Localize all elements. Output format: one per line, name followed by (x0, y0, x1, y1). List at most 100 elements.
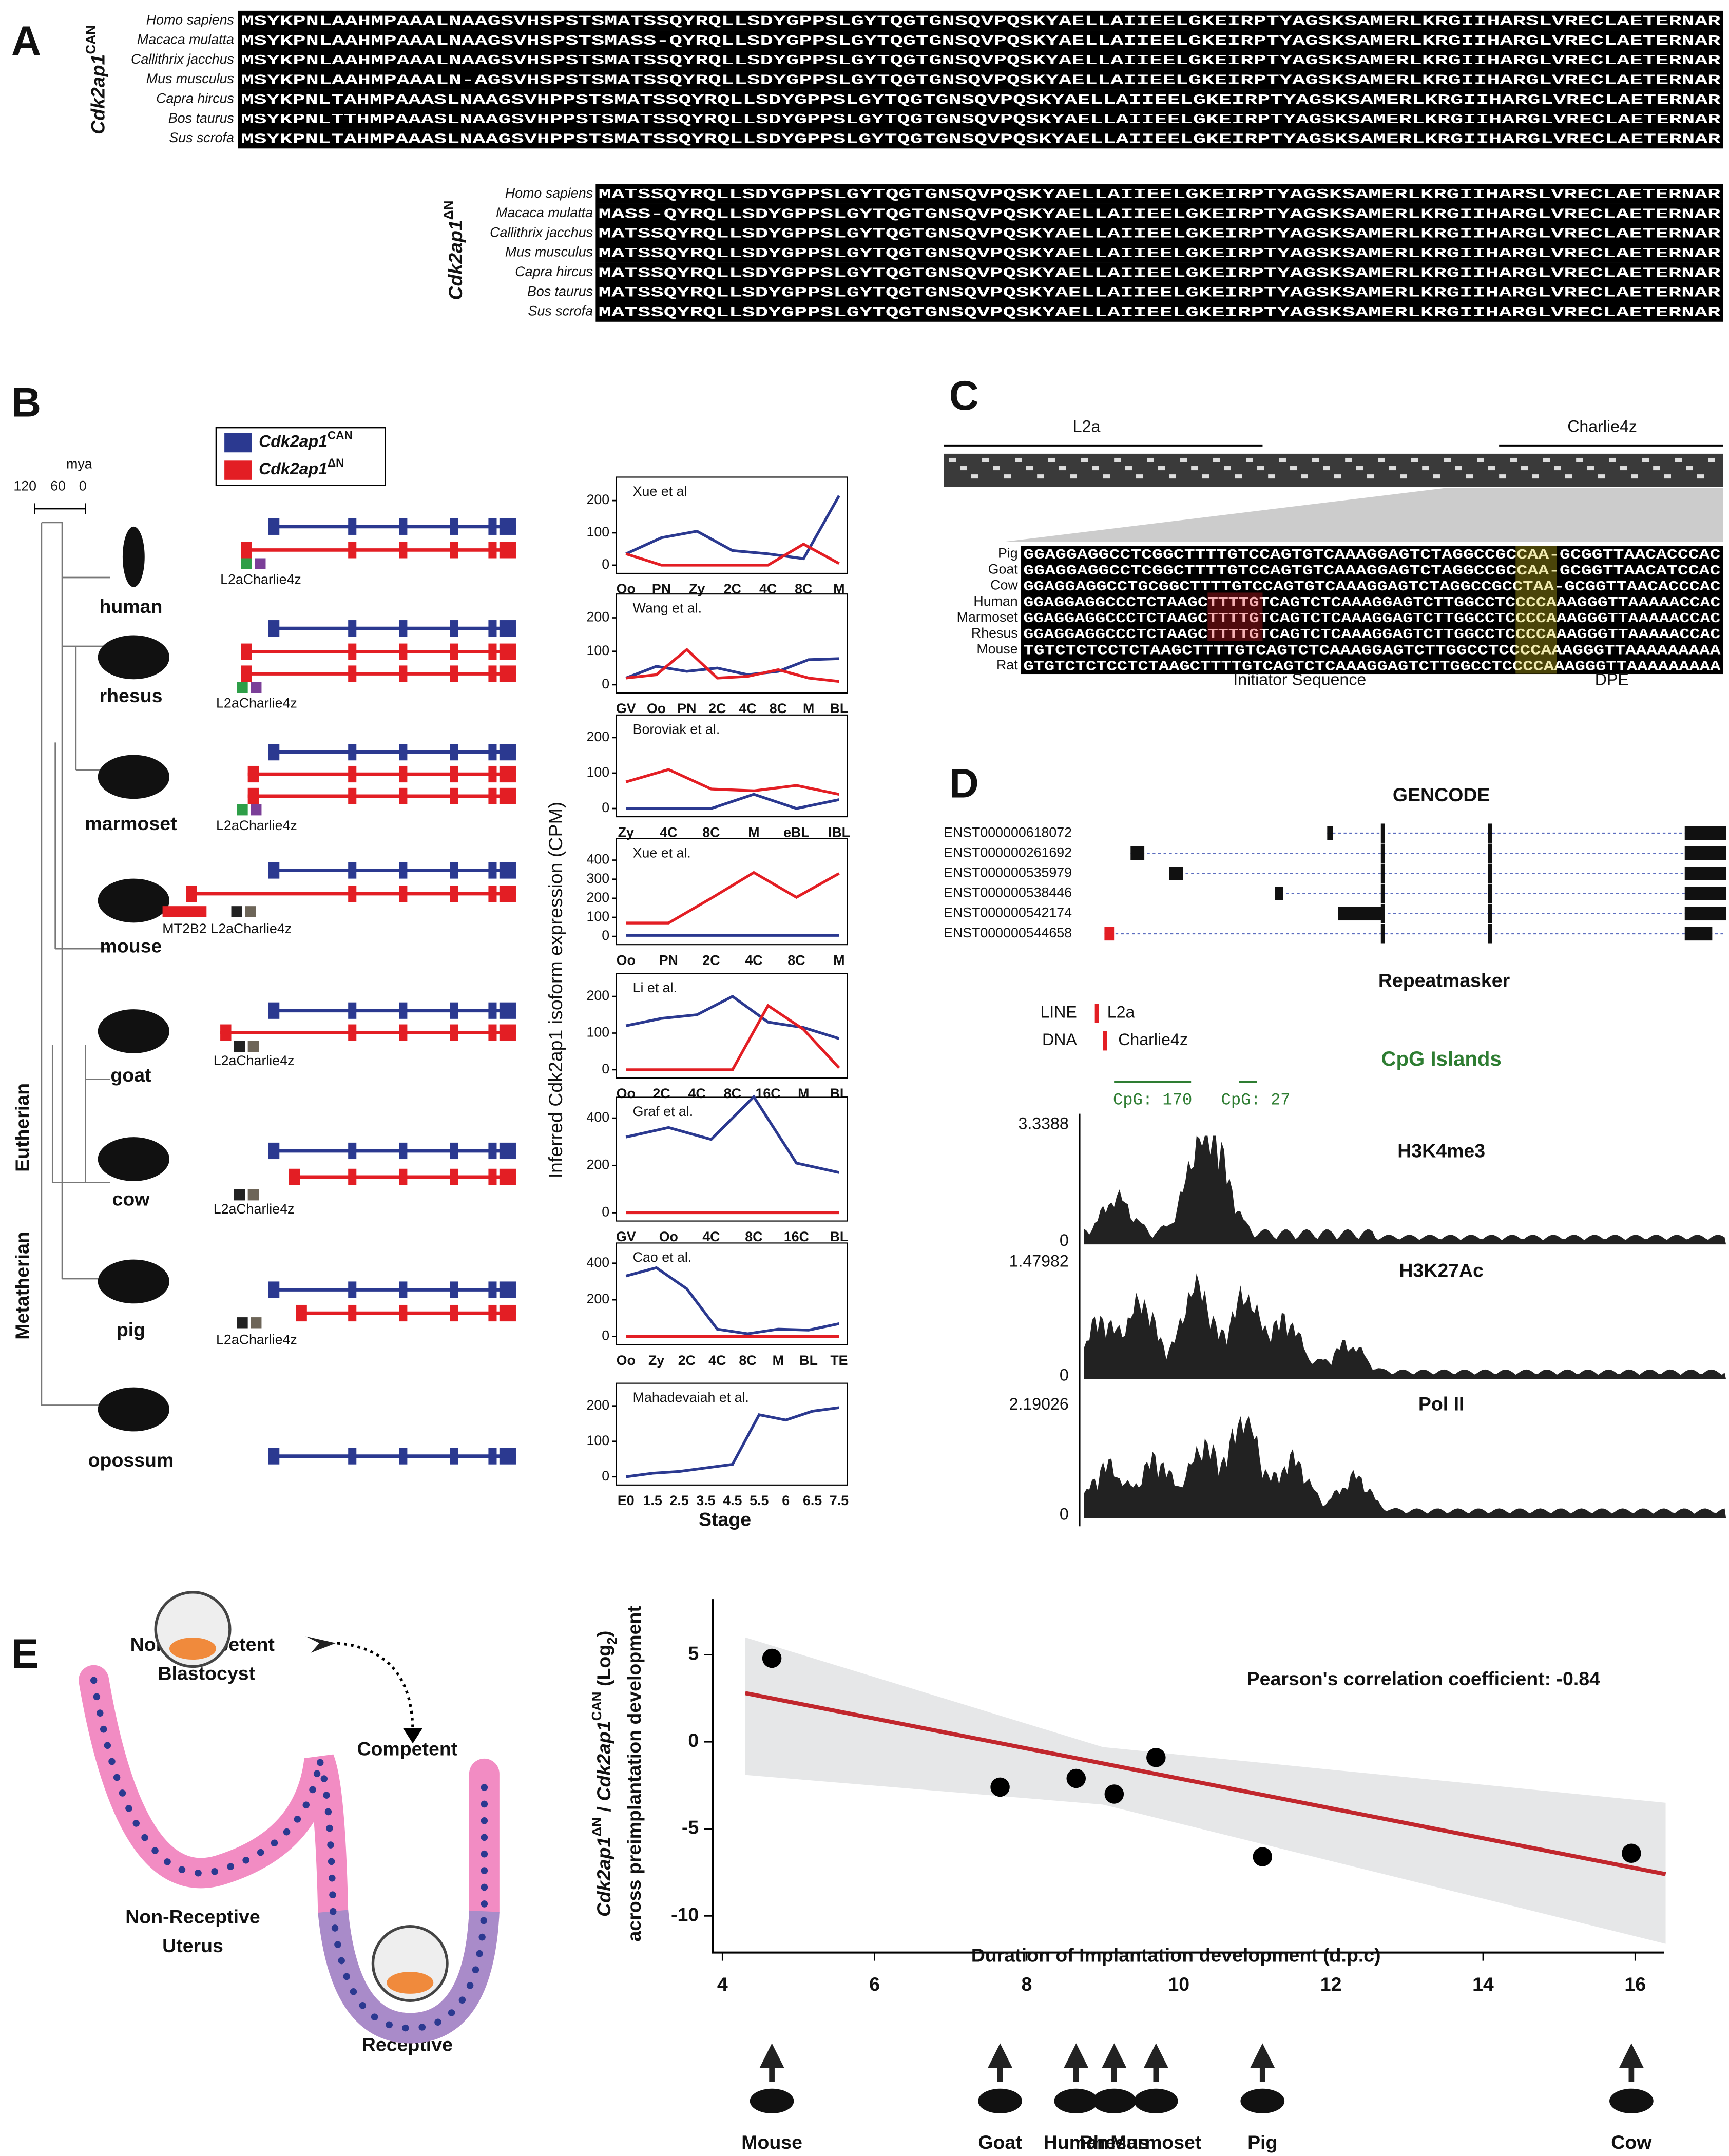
alignment-row (1021, 594, 1723, 610)
cpg-label: CpG: 170 (1113, 1090, 1192, 1109)
panel-label: D (949, 760, 979, 806)
gene-exon (247, 765, 259, 783)
alignment-stripe (1466, 474, 1473, 479)
gene-exon (450, 787, 458, 804)
gene-exon (399, 1281, 408, 1298)
transcript-exon (1488, 924, 1492, 944)
track-title: H3K4me3 (1397, 1140, 1485, 1162)
x-tick-label: Zy (648, 1353, 664, 1368)
repeat-element (241, 558, 252, 569)
species-name: Callithrix jacchus (131, 51, 234, 67)
gene-exon (268, 1448, 280, 1465)
transcript-exon (1380, 843, 1385, 863)
point-label: Goat (978, 2131, 1022, 2153)
x-tick-label: M (803, 701, 814, 716)
animal-icon (98, 635, 169, 680)
x-tick-label: 2.5 (669, 1493, 688, 1508)
alignment-stripe (1213, 457, 1220, 462)
chart-title: Mahadevaiah et al. (633, 1390, 749, 1405)
alignment-stripe (1576, 457, 1583, 462)
gene-exon (348, 765, 357, 783)
legend-entry-part: Cdk2ap1 (259, 460, 328, 478)
gene-exon (399, 787, 408, 804)
species-arrow (1102, 2043, 1127, 2082)
gene-exon (241, 643, 252, 660)
alignment-stripe (1620, 466, 1627, 471)
point-label: Rhesus (1080, 2131, 1149, 2153)
y-tick-label: 200 (586, 988, 609, 1003)
gene-exon (499, 886, 516, 902)
x-tick-label: BL (830, 701, 849, 716)
sequence: MSYKPNLTAHMPAAASLNAAGSVHPPSTSMATSSQYRQLL… (241, 93, 1721, 108)
y-tick-label: 5 (688, 1643, 699, 1664)
alignment-row (595, 282, 1723, 302)
x-tick-label: 14 (1472, 1973, 1494, 1995)
alignment-row (238, 69, 1723, 90)
data-point (1622, 1843, 1641, 1863)
element-label: L2aCharlie4z (216, 696, 297, 711)
alignment-stripe (1499, 474, 1506, 479)
gene-exon (348, 1168, 357, 1185)
animal-icon (1240, 2088, 1285, 2113)
alignment-stripe (1279, 457, 1286, 462)
alignment-stripe (971, 474, 978, 479)
species-label: pig (117, 1319, 145, 1340)
point-label: Human (1044, 2131, 1109, 2153)
gene-exon (399, 643, 408, 660)
x-tick-label: BL (799, 1353, 818, 1368)
species-name: Cow (990, 578, 1018, 593)
repeat-element (247, 1041, 259, 1052)
repeat-label: L2a (1073, 417, 1101, 436)
legend-entry: Cdk2ap1CAN (259, 429, 353, 451)
alignment-stripe (1444, 457, 1451, 462)
chart-title: Xue et al. (633, 845, 691, 860)
species-name: Marmoset (957, 609, 1019, 625)
gene-exon (488, 787, 497, 804)
alignment-stripe (949, 457, 956, 462)
gene-exon (499, 1002, 516, 1019)
gene-exon (348, 542, 357, 559)
expression-line (625, 657, 839, 680)
annotation: Pearson's correlation coefficient: -0.84 (1247, 1668, 1600, 1689)
sequence: MATSSQYRQLLSDYGPPSLGYTQGTGNSQVPQSKYAELLA… (599, 246, 1721, 262)
species-label: goat (110, 1064, 151, 1086)
gene-exon (348, 643, 357, 660)
transcript-exon (1130, 846, 1145, 860)
transition-arrow (337, 1642, 414, 1733)
sequence: GGAGGAGGCCTGCGGCTTTTGTCCAGTGTCAAAGGAGTCT… (1023, 580, 1720, 595)
alignment-stripe (1510, 457, 1517, 462)
alignment-row (1021, 642, 1723, 658)
axes (712, 1599, 1664, 1954)
sequence: GTGTCTCTCCTCTAAGCTTTTGTCAGTCTCAAAGGAGTCT… (1023, 659, 1721, 675)
y-tick-label: 100 (586, 1433, 609, 1448)
gene-exon (488, 1002, 497, 1019)
alignment-stripe (1301, 474, 1308, 479)
motif-label: DPE (1595, 670, 1629, 688)
gene-exon (499, 1024, 516, 1041)
y-tick-label: 300 (586, 871, 609, 886)
gene-exon (450, 518, 458, 535)
x-tick-label: PN (659, 952, 678, 968)
x-axis-label: Stage (699, 1508, 751, 1530)
x-tick-label: M (748, 824, 759, 840)
transcript-exon (1327, 826, 1333, 840)
alignment-stripe (1257, 466, 1264, 471)
repeat-element (237, 1317, 248, 1329)
y-axis-label: Inferred Cdk2ap1 isoform expression (CPM… (545, 802, 566, 1179)
alignment-stripe (1631, 474, 1638, 479)
x-tick-label: M (833, 952, 844, 968)
sequence: MATSSQYRQLLSDYGPPSLGYTQGTGNSQVPQSKYAELLA… (599, 286, 1721, 301)
alignment-stripe (1554, 466, 1561, 471)
gene-exon (268, 1281, 280, 1298)
legend-entry-part: CAN (328, 429, 353, 442)
transcript-exon (1380, 924, 1385, 944)
x-tick-label: 12 (1320, 1973, 1342, 1995)
scale-label: mya (66, 456, 92, 471)
gene-exon (296, 1304, 307, 1322)
plot-frame (616, 1242, 848, 1345)
alignment-stripe (1488, 466, 1495, 471)
species-arrow (1143, 2043, 1168, 2082)
y-tick-label: 0 (602, 928, 609, 943)
x-tick-label: 2C (678, 1353, 696, 1368)
repeat-element (245, 906, 256, 917)
